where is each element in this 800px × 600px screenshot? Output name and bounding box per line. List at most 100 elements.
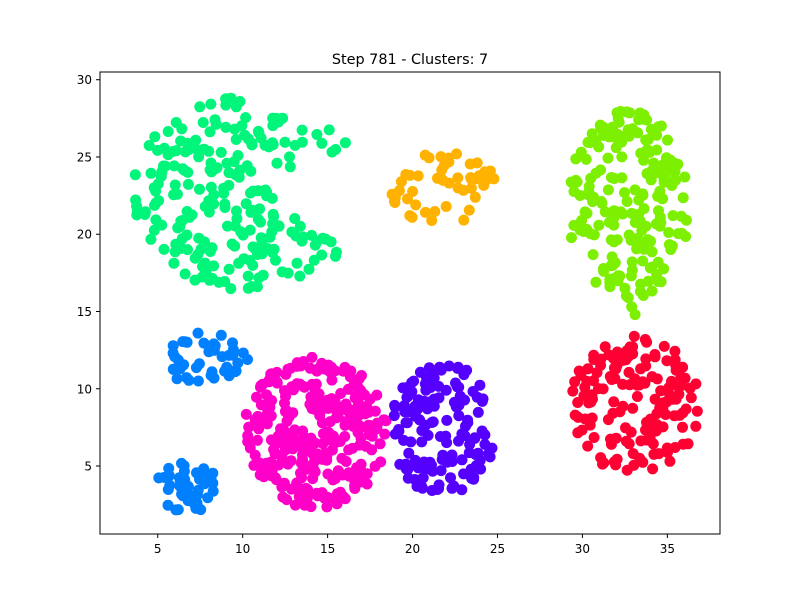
scatter-point (296, 235, 308, 247)
scatter-point (286, 226, 298, 238)
scatter-point (469, 191, 481, 203)
scatter-point (567, 385, 579, 397)
scatter-point (191, 489, 203, 501)
scatter-point (300, 482, 312, 494)
scatter-point (610, 432, 622, 444)
scatter-point (479, 438, 491, 450)
scatter-point (222, 220, 233, 232)
scatter-point (649, 393, 661, 405)
scatter-point (227, 349, 239, 361)
scatter-point (456, 454, 468, 466)
scatter-point (445, 472, 456, 484)
scatter-point (476, 395, 488, 407)
scatter-point (291, 257, 303, 269)
scatter-point (179, 268, 191, 280)
scatter-point (627, 402, 639, 414)
scatter-point (646, 261, 658, 273)
scatter-point (158, 471, 170, 483)
scatter-point (666, 375, 677, 387)
scatter-point (664, 455, 676, 467)
scatter-point (650, 165, 662, 177)
scatter-point (252, 410, 264, 422)
scatter-point (172, 354, 184, 366)
scatter-point (616, 151, 628, 163)
scatter-point (288, 426, 300, 438)
scatter-point (280, 441, 292, 453)
scatter-point (280, 390, 291, 402)
scatter-point (380, 415, 392, 427)
scatter-point (409, 474, 421, 485)
scatter-point (289, 139, 301, 151)
scatter-point (668, 410, 680, 422)
scatter-point (587, 249, 599, 261)
y-axis: 5 10 15 20 25 30 (77, 73, 100, 474)
scatter-point (627, 448, 639, 460)
scatter-point (596, 197, 608, 209)
scatter-point (606, 374, 618, 385)
scatter-point (637, 290, 649, 301)
scatter-point (464, 158, 476, 170)
scatter-point (289, 499, 301, 511)
scatter-point (204, 164, 216, 176)
scatter-point (690, 420, 702, 432)
scatter-point (576, 215, 588, 226)
scatter-point (371, 389, 383, 401)
scatter-point (270, 254, 281, 266)
scatter-point (255, 381, 266, 393)
scatter-point (604, 281, 616, 293)
scatter-point (279, 136, 291, 148)
scatter-point (167, 145, 179, 157)
scatter-point (479, 429, 491, 441)
scatter-point (651, 129, 663, 141)
scatter-point (452, 182, 464, 194)
scatter-point (311, 365, 323, 377)
scatter-point (677, 421, 688, 433)
scatter-point (458, 214, 470, 226)
scatter-point (168, 257, 180, 269)
cluster-8 (167, 327, 253, 387)
scatter-point (221, 157, 233, 169)
scatter-point (303, 263, 315, 275)
scatter-point (631, 379, 643, 391)
scatter-point (253, 272, 265, 284)
scatter-point (662, 134, 673, 146)
scatter-point (323, 124, 335, 136)
cluster-2 (386, 148, 500, 226)
scatter-point (326, 374, 338, 386)
scatter-point (608, 219, 620, 231)
scatter-point (268, 117, 280, 129)
scatter-point (179, 336, 191, 348)
scatter-point (586, 389, 598, 401)
scatter-point (677, 407, 689, 419)
scatter-point (229, 123, 241, 135)
scatter-point (468, 471, 480, 483)
scatter-point (353, 373, 365, 385)
scatter-point (263, 141, 275, 153)
scatter-point (260, 184, 271, 196)
scatter-point (306, 351, 318, 363)
scatter-point (350, 390, 362, 402)
scatter-point (628, 459, 640, 471)
scatter-point (436, 454, 448, 465)
scatter-point (478, 179, 490, 191)
scatter-point (619, 187, 630, 199)
scatter-point (246, 281, 258, 292)
scatter-point (590, 135, 602, 147)
scatter-point (632, 127, 644, 139)
scatter-point (339, 137, 351, 149)
scatter-point (275, 449, 287, 461)
scatter-point (255, 232, 267, 244)
scatter-point (145, 167, 157, 179)
scatter-point (669, 165, 681, 177)
scatter-point (199, 257, 211, 269)
scatter-point (691, 405, 703, 417)
scatter-point (350, 471, 362, 483)
scatter-point (294, 270, 306, 282)
scatter-point (388, 410, 400, 422)
scatter-point (292, 482, 304, 494)
scatter-point (230, 169, 242, 181)
scatter-point (429, 206, 441, 217)
scatter-point (198, 463, 210, 475)
scatter-point (132, 204, 143, 216)
scatter-point (646, 371, 658, 383)
